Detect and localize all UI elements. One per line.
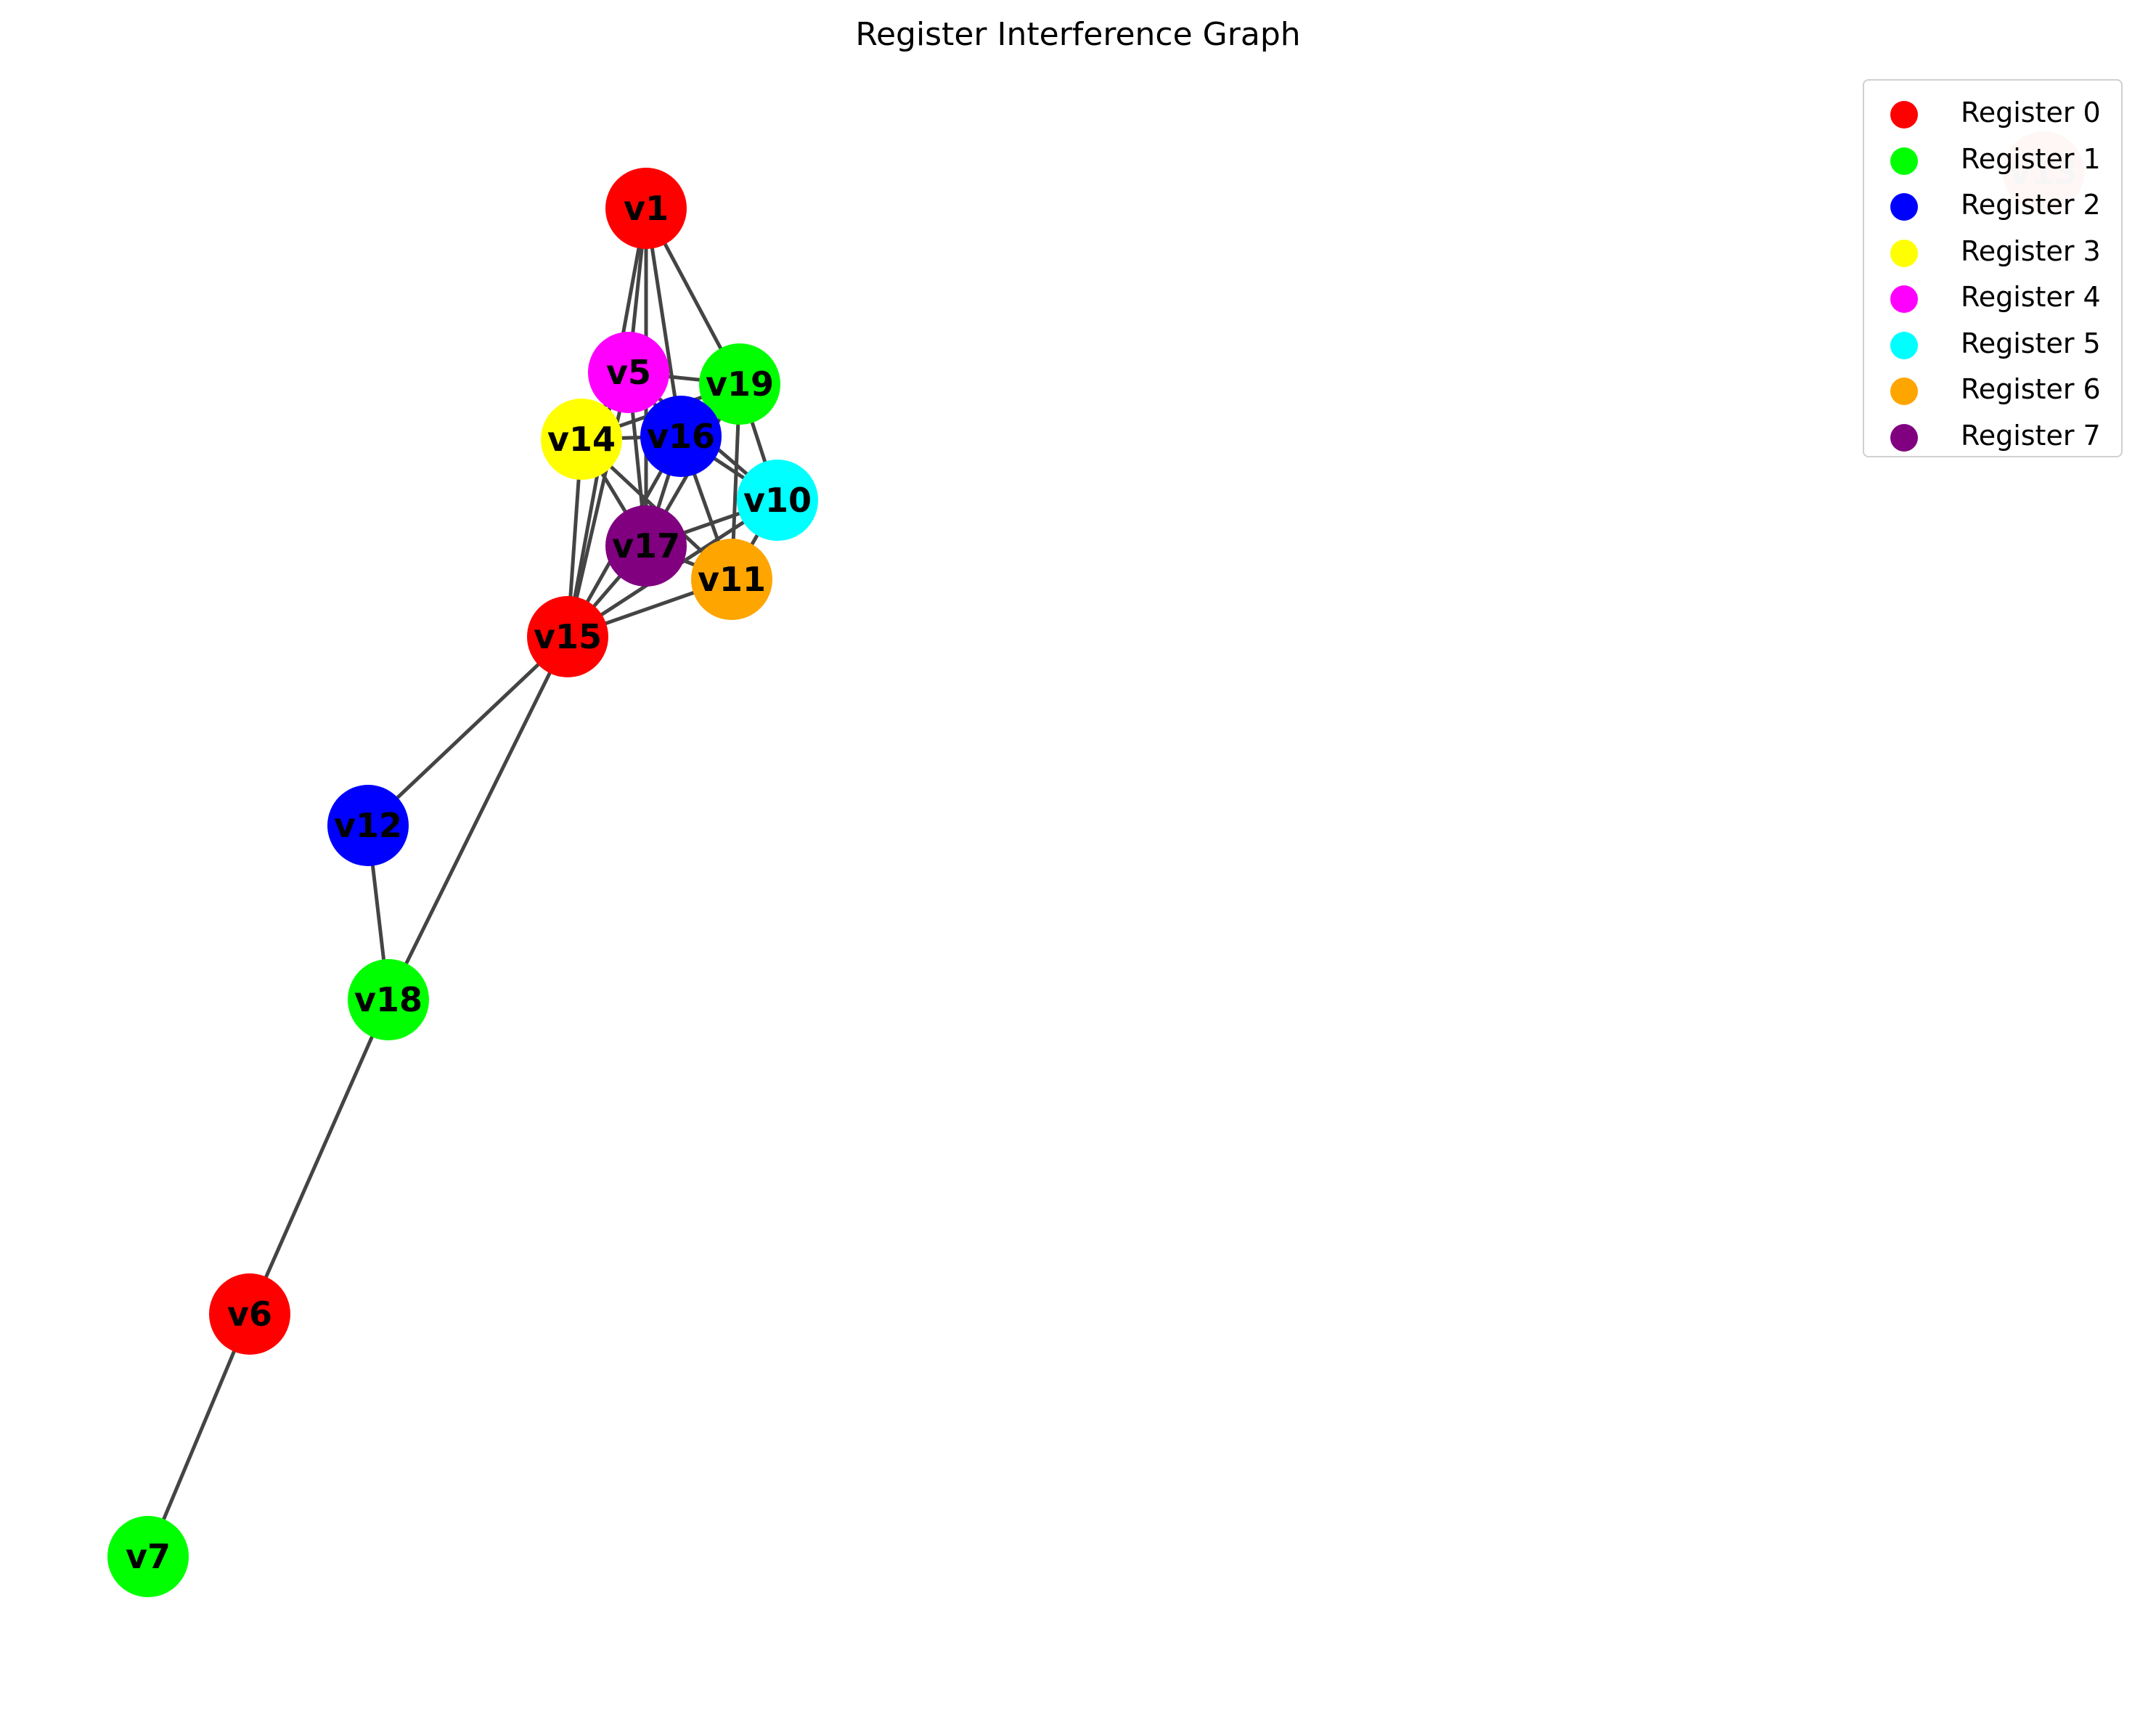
nodes-layer: v1v5v19v14v16v10v17v11v15v12v18v6v7v13 [107, 131, 2084, 1597]
node-label-v16: v16 [647, 417, 715, 456]
node-circle-v12 [327, 785, 409, 866]
legend-marker-register-2 [1890, 193, 1918, 221]
node-label-v14: v14 [547, 420, 616, 459]
legend-label-register-4: Register 4 [1961, 281, 2101, 313]
node-v17: v17 [605, 505, 687, 587]
node-circle-v6 [209, 1273, 290, 1355]
node-v11: v11 [691, 539, 772, 620]
node-circle-v15 [527, 596, 608, 677]
legend-label-register-7: Register 7 [1961, 419, 2101, 452]
node-circle-v19 [699, 343, 780, 425]
node-circle-v10 [737, 460, 818, 541]
legend-label-register-5: Register 5 [1961, 327, 2101, 359]
node-v10: v10 [737, 460, 818, 541]
node-circle-v17 [605, 505, 687, 587]
legend-marker-register-6 [1890, 378, 1918, 405]
legend-label-register-2: Register 2 [1961, 189, 2101, 221]
legend-marker-register-4 [1890, 285, 1918, 313]
node-label-v11: v11 [698, 560, 766, 599]
node-label-v12: v12 [334, 806, 402, 845]
legend-item-register-4: Register 4 [1864, 277, 2121, 323]
node-v14: v14 [541, 399, 622, 480]
edge-v6-v7 [146, 1312, 252, 1559]
node-label-v1: v1 [624, 189, 669, 228]
node-v15: v15 [527, 596, 608, 677]
graph-title: Register Interference Graph [855, 16, 1301, 53]
edge-v15-v12 [366, 635, 570, 828]
node-v19: v19 [699, 343, 780, 425]
node-v18: v18 [348, 959, 429, 1040]
node-v5: v5 [588, 332, 669, 413]
legend-marker-register-0 [1890, 101, 1918, 129]
node-circle-v18 [348, 959, 429, 1040]
legend-marker-register-5 [1890, 331, 1918, 359]
node-circle-v5 [588, 332, 669, 413]
legend-label-register-3: Register 3 [1961, 234, 2101, 267]
node-v6: v6 [209, 1273, 290, 1355]
legend-item-register-5: Register 5 [1864, 323, 2121, 370]
node-v1: v1 [605, 168, 687, 249]
legend: Register 0 Register 1 Register 2 Registe… [1863, 79, 2123, 457]
node-label-v7: v7 [126, 1537, 171, 1576]
legend-marker-register-1 [1890, 147, 1918, 175]
edge-v15-v18 [386, 635, 570, 1002]
legend-item-register-3: Register 3 [1864, 231, 2121, 277]
node-label-v19: v19 [706, 364, 774, 404]
legend-item-register-6: Register 6 [1864, 369, 2121, 415]
node-circle-v1 [605, 168, 687, 249]
node-label-v5: v5 [606, 353, 651, 392]
legend-label-register-1: Register 1 [1961, 142, 2101, 175]
node-circle-v11 [691, 539, 772, 620]
node-v12: v12 [327, 785, 409, 866]
legend-item-register-2: Register 2 [1864, 184, 2121, 231]
legend-label-register-6: Register 6 [1961, 373, 2101, 405]
node-label-v18: v18 [354, 980, 422, 1019]
legend-label-register-0: Register 0 [1961, 97, 2101, 129]
legend-item-register-1: Register 1 [1864, 139, 2121, 185]
node-v7: v7 [107, 1516, 189, 1597]
edge-v18-v6 [248, 998, 391, 1316]
node-label-v10: v10 [743, 481, 812, 520]
node-label-v17: v17 [612, 526, 680, 566]
legend-marker-register-7 [1890, 423, 1918, 452]
node-label-v6: v6 [227, 1294, 272, 1334]
node-circle-v14 [541, 399, 622, 480]
legend-item-register-7: Register 7 [1864, 415, 2121, 462]
edge-v5-v15 [565, 370, 631, 639]
node-circle-v16 [640, 396, 722, 477]
node-v16: v16 [640, 396, 722, 477]
node-label-v15: v15 [534, 617, 602, 656]
legend-item-register-0: Register 0 [1864, 92, 2121, 139]
legend-marker-register-3 [1890, 239, 1918, 267]
node-circle-v7 [107, 1516, 189, 1597]
